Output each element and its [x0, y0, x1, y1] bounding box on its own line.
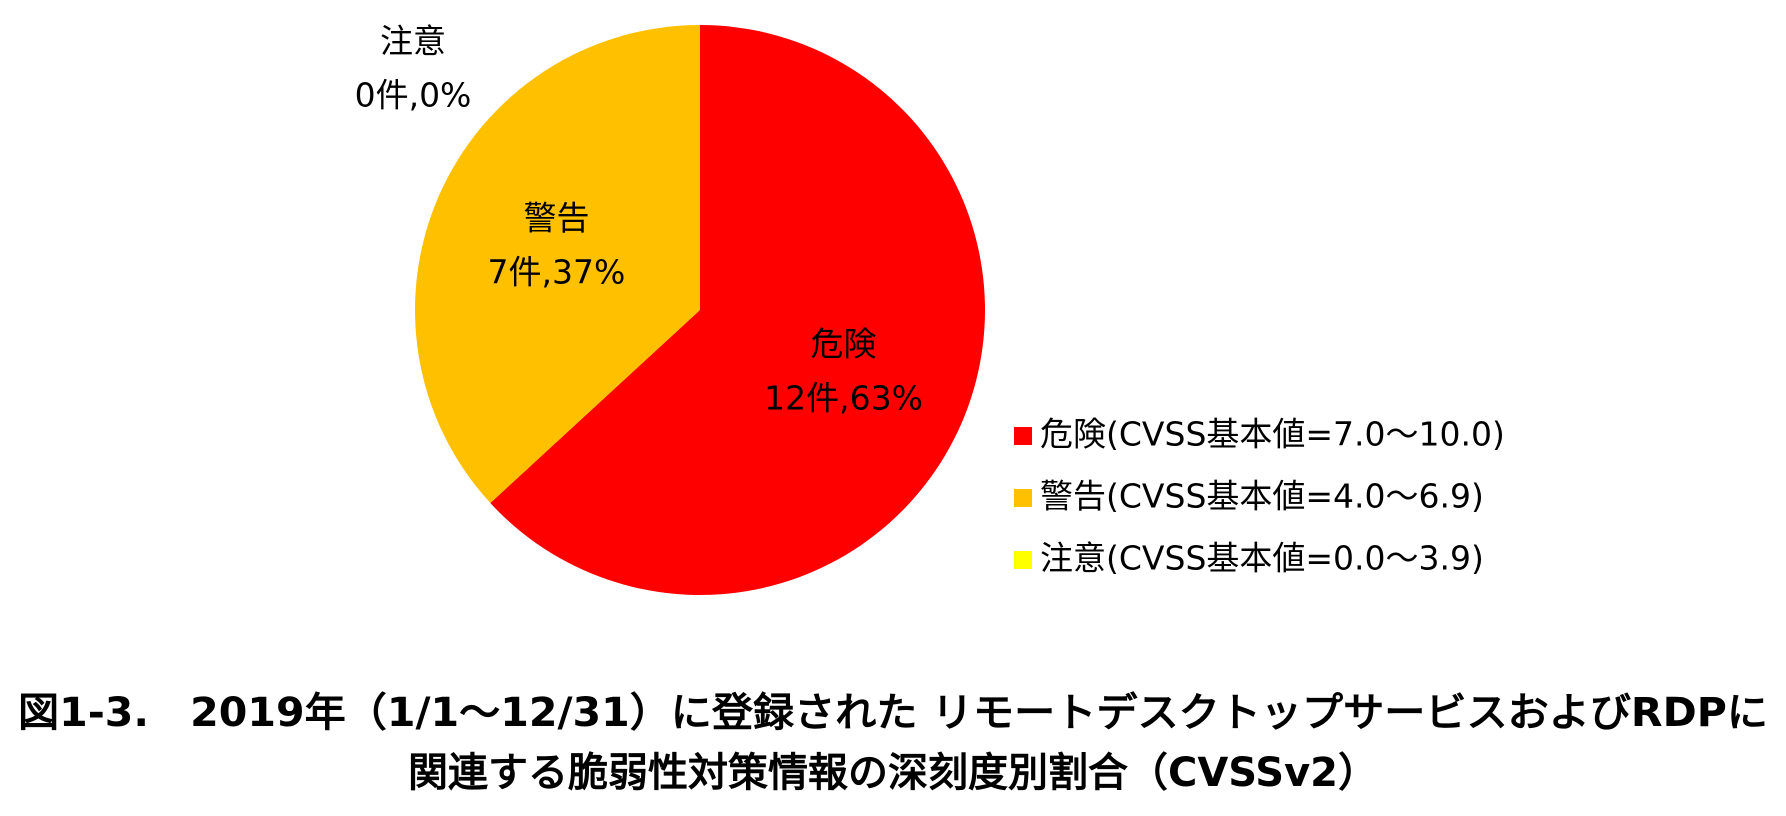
legend-swatch [1014, 489, 1032, 507]
legend-swatch [1014, 551, 1032, 569]
value-label: 7件,37% [488, 253, 626, 292]
legend-label: 危険(CVSS基本値=7.0～10.0) [1040, 415, 1505, 454]
value-label: 12件,63% [764, 378, 923, 417]
slice-label: 危険 [811, 324, 877, 363]
legend-swatch [1014, 427, 1032, 445]
legend-label: 注意(CVSS基本値=0.0～3.9) [1040, 539, 1484, 578]
slice-label: 警告 [523, 199, 589, 238]
legend-label: 警告(CVSS基本値=4.0～6.9) [1040, 477, 1484, 516]
pie-slice [490, 25, 986, 595]
pie-slice [415, 25, 700, 504]
caption: 図1-3. 2019年（1/1～12/31）に登録された リモートデスクトップサ… [18, 690, 1768, 736]
caption: 関連する脆弱性対策情報の深刻度別割合（CVSSv2） [408, 750, 1378, 796]
slice-label: 注意 [380, 22, 446, 61]
value-label: 0件,0% [355, 76, 472, 115]
